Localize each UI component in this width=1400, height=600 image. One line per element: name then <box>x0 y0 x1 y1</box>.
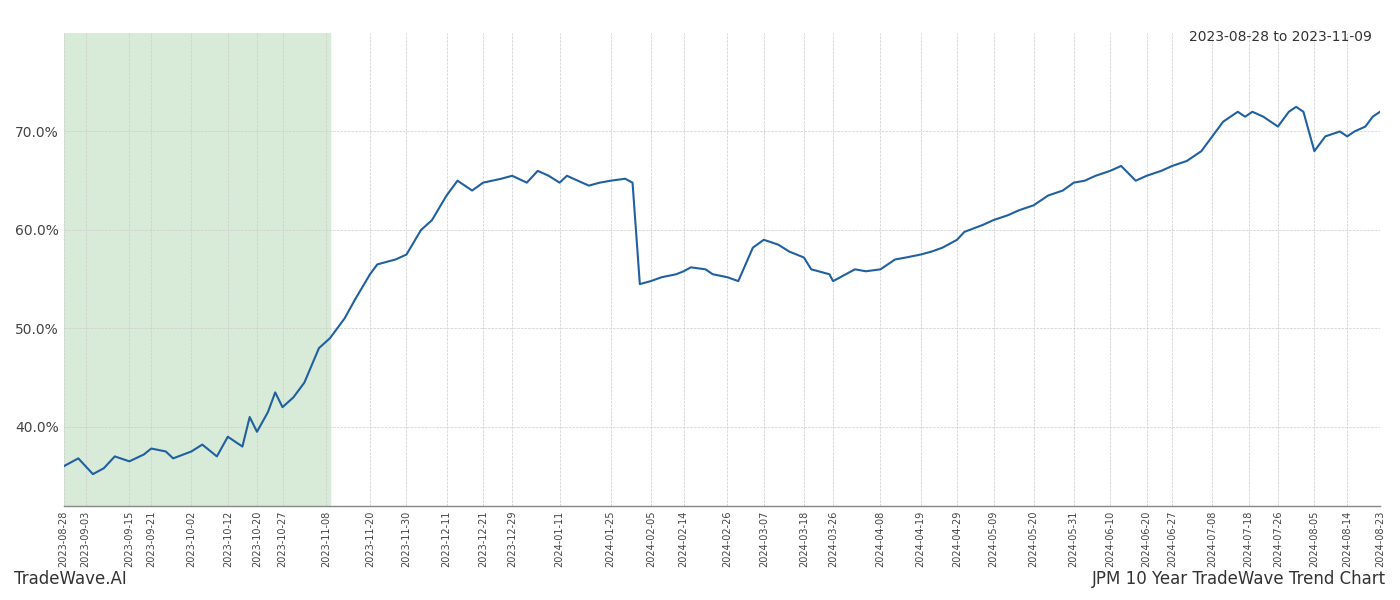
Text: JPM 10 Year TradeWave Trend Chart: JPM 10 Year TradeWave Trend Chart <box>1092 570 1386 588</box>
Bar <box>64 33 330 506</box>
Text: 2023-08-28 to 2023-11-09: 2023-08-28 to 2023-11-09 <box>1189 30 1372 44</box>
Text: TradeWave.AI: TradeWave.AI <box>14 570 127 588</box>
